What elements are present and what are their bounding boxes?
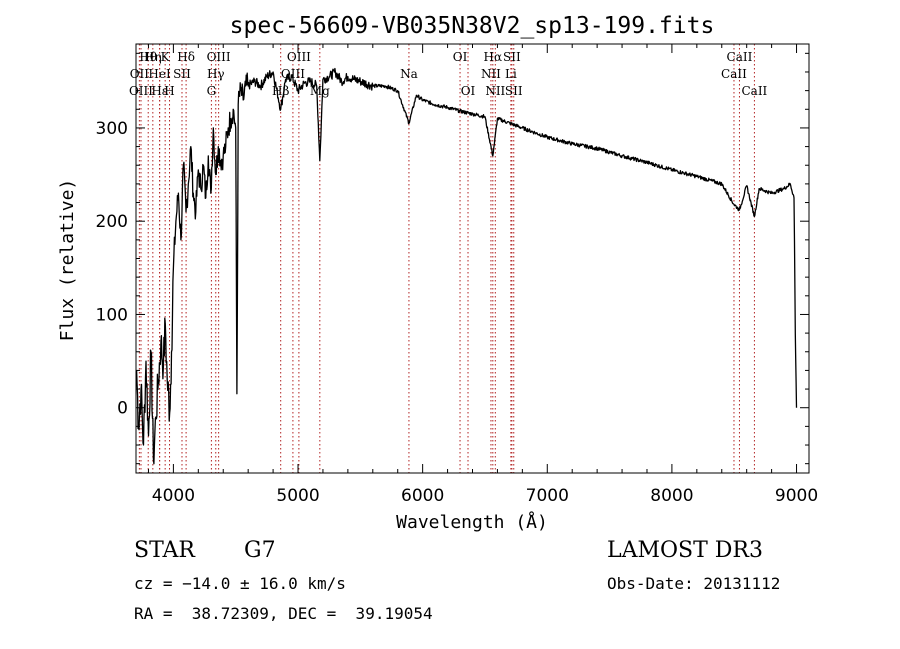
y-tick-label-0: 0 xyxy=(117,399,128,419)
marker-label-7: H xyxy=(164,84,174,98)
y-axis-title: Flux (relative) xyxy=(57,179,78,342)
survey-name: LAMOST DR3 xyxy=(607,538,763,563)
y-tick-label-1: 100 xyxy=(96,305,128,325)
observation-date: Obs-Date: 20131112 xyxy=(607,574,781,593)
marker-label-2: OIII xyxy=(129,84,153,98)
marker-label-9: Hδ xyxy=(177,50,195,64)
chart-title: spec-56609-VB035N38V2_sp13-199.fits xyxy=(230,13,715,39)
x-axis-title: Wavelength (Å) xyxy=(396,511,548,533)
redshift-info: cz = −14.0 ± 16.0 km/s xyxy=(134,574,346,593)
marker-label-28: CaII xyxy=(741,84,767,98)
x-tick-label-4: 8000 xyxy=(650,486,693,506)
marker-label-14: OIII xyxy=(287,50,311,64)
coordinates-info: RA = 38.72309, DEC = 39.19054 xyxy=(134,604,433,623)
x-tick-label-1: 5000 xyxy=(276,486,319,506)
x-tick-label-0: 4000 xyxy=(152,486,195,506)
spectral-line-markers xyxy=(138,44,755,473)
marker-label-21: NII xyxy=(481,67,501,81)
marker-label-12: G xyxy=(207,84,217,98)
marker-label-6: Hε xyxy=(151,84,168,98)
object-subclass: G7 xyxy=(244,538,276,563)
x-tick-label-2: 6000 xyxy=(401,486,444,506)
spectrum-series-line xyxy=(135,67,798,465)
marker-label-1: OII xyxy=(130,67,150,81)
marker-label-0: Hθ xyxy=(139,50,157,64)
object-class: STAR xyxy=(134,538,195,563)
marker-label-10: OIII xyxy=(207,50,231,64)
y-tick-label-2: 200 xyxy=(96,212,128,232)
x-tick-label-3: 7000 xyxy=(526,486,569,506)
marker-label-25: SII xyxy=(505,84,523,98)
marker-label-16: Mg xyxy=(310,84,330,98)
marker-label-8: SII xyxy=(173,67,191,81)
marker-label-3: Hη xyxy=(144,50,162,64)
y-tick-label-3: 300 xyxy=(96,119,128,139)
marker-label-5: K xyxy=(161,50,171,64)
marker-label-23: SII xyxy=(503,50,521,64)
marker-label-4: HeI xyxy=(148,67,171,81)
marker-label-27: CaII xyxy=(721,67,747,81)
marker-label-19: OI xyxy=(461,84,476,98)
marker-label-20: Hα xyxy=(484,50,503,64)
y-axis-ticks: 0 100 200 300 xyxy=(96,52,809,465)
x-tick-label-5: 9000 xyxy=(775,486,818,506)
marker-label-17: Na xyxy=(400,67,418,81)
marker-label-11: Hγ xyxy=(207,67,225,81)
marker-label-18: OI xyxy=(453,50,468,64)
marker-label-26: CaII xyxy=(727,50,753,64)
x-axis-ticks: 4000 5000 6000 7000 8000 9000 xyxy=(147,44,818,506)
marker-label-24: Li xyxy=(505,67,517,81)
marker-label-22: NII xyxy=(485,84,505,98)
